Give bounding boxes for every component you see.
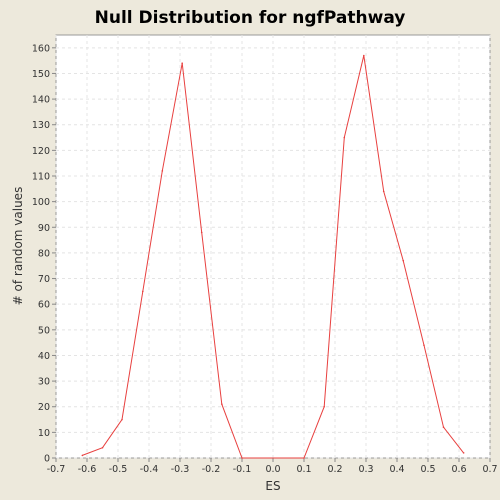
data-point-0-6 xyxy=(200,231,203,234)
x-tick-label-4: -0.3 xyxy=(171,464,190,475)
x-tick-label-8: 0.1 xyxy=(296,464,311,475)
x-tick-label-14: 0.7 xyxy=(482,464,497,475)
x-tick-label-7: 0.0 xyxy=(265,464,280,475)
x-tick-label-6: -0.1 xyxy=(233,464,252,475)
y-tick-label-8: 80 xyxy=(38,248,50,259)
data-point-0-9 xyxy=(303,457,305,459)
y-tick-label-16: 160 xyxy=(32,43,50,54)
data-point-0-0 xyxy=(81,454,84,457)
y-tick-label-7: 70 xyxy=(38,274,50,285)
y-tick-label-15: 150 xyxy=(32,69,50,80)
y-tick-label-9: 90 xyxy=(38,223,50,234)
data-point-0-17 xyxy=(462,452,465,454)
tick-layer: -0.7 -0.6 -0.5 -0.4 -0.3 -0.2 -0.1 0.0 0.1 0.2 0.3… xyxy=(32,43,498,475)
data-point-0-15 xyxy=(423,344,425,347)
y-tick-label-10: 100 xyxy=(32,197,50,208)
x-tick-label-13: 0.6 xyxy=(451,464,466,475)
data-point-0-4 xyxy=(161,170,164,172)
series-layer xyxy=(81,54,465,459)
data-point-0-16 xyxy=(442,426,445,429)
data-point-0-5 xyxy=(181,62,183,64)
data-point-0-8 xyxy=(241,457,243,459)
x-tick-label-10: 0.3 xyxy=(358,464,373,475)
x-tick-label-9: 0.2 xyxy=(327,464,342,475)
data-point-0-7 xyxy=(221,403,223,405)
data-point-0-10 xyxy=(323,405,325,408)
data-point-0-12 xyxy=(363,54,365,57)
y-tick-label-2: 20 xyxy=(38,402,50,413)
data-point-0-11 xyxy=(343,136,346,139)
data-point-0-1 xyxy=(101,446,104,449)
x-tick-label-5: -0.2 xyxy=(202,464,221,475)
x-tick-label-2: -0.5 xyxy=(109,464,128,475)
data-point-0-14 xyxy=(402,259,405,262)
y-axis-label: # of random values xyxy=(11,187,25,306)
y-tick-label-1: 10 xyxy=(38,428,50,439)
data-point-0-2 xyxy=(121,418,123,421)
x-tick-label-1: -0.6 xyxy=(78,464,97,475)
x-axis-label: ES xyxy=(265,479,280,493)
x-tick-label-12: 0.5 xyxy=(420,464,435,475)
x-tick-label-3: -0.4 xyxy=(140,464,159,475)
y-tick-label-3: 30 xyxy=(38,377,50,388)
series-line-0 xyxy=(82,55,464,459)
x-tick-label-11: 0.4 xyxy=(389,464,404,475)
data-point-0-3 xyxy=(142,290,144,293)
y-tick-label-6: 60 xyxy=(38,300,50,311)
chart-title: Null Distribution for ngfPathway xyxy=(95,8,406,28)
y-tick-label-4: 40 xyxy=(38,351,50,362)
y-tick-label-14: 140 xyxy=(32,95,50,106)
y-tick-label-11: 110 xyxy=(32,172,50,183)
x-tick-label-0: -0.7 xyxy=(47,464,66,475)
y-tick-label-5: 50 xyxy=(38,325,50,336)
data-point-0-13 xyxy=(382,190,385,193)
y-tick-label-13: 130 xyxy=(32,120,50,131)
y-tick-label-0: 0 xyxy=(44,454,50,465)
y-tick-label-12: 120 xyxy=(32,146,50,157)
